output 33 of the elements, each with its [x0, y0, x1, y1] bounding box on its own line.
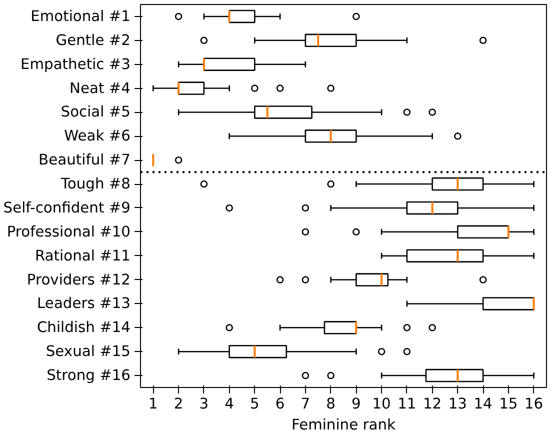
x-tick-label: 14: [474, 396, 492, 412]
x-tick-label: 1: [148, 396, 158, 412]
y-tick-label: Neat #4: [70, 80, 131, 97]
y-tick-label: Strong #16: [46, 367, 131, 384]
y-tick-label: Professional #10: [6, 223, 131, 240]
y-tick-label: Childish #14: [36, 319, 131, 336]
x-tick-label: 12: [422, 396, 442, 412]
x-tick-label: 15: [499, 396, 518, 412]
y-tick-label: Rational #11: [34, 247, 131, 264]
x-tick-label: 13: [448, 396, 468, 412]
y-tick-label: Tough #8: [60, 176, 131, 193]
y-tick-label: Emotional #1: [30, 8, 131, 25]
y-tick-label: Gentle #2: [56, 32, 131, 49]
y-tick-label: Social #5: [60, 104, 130, 121]
x-tick-label: 11: [398, 396, 416, 412]
x-tick-label: 10: [372, 396, 391, 412]
y-tick-label: Providers #12: [26, 271, 131, 288]
y-tick-label: Weak #6: [64, 128, 131, 145]
y-tick-label: Leaders #13: [37, 295, 131, 312]
x-axis-title: Feminine rank: [291, 416, 396, 434]
x-tick-label: 5: [250, 396, 260, 412]
x-tick-label: 2: [174, 396, 184, 412]
x-tick-label: 8: [326, 396, 336, 412]
x-tick-label: 9: [352, 396, 361, 412]
x-tick-label: 7: [300, 396, 310, 412]
x-tick-label: 3: [199, 396, 209, 412]
y-tick-label: Empathetic #3: [20, 56, 130, 73]
x-tick-label: 6: [275, 396, 285, 412]
y-tick-label: Beautiful #7: [38, 152, 131, 169]
y-tick-label: Self-confident #9: [3, 199, 131, 216]
x-tick-label: 16: [524, 396, 544, 412]
x-tick-label: 4: [224, 396, 234, 412]
y-tick-label: Sexual #15: [46, 343, 131, 360]
